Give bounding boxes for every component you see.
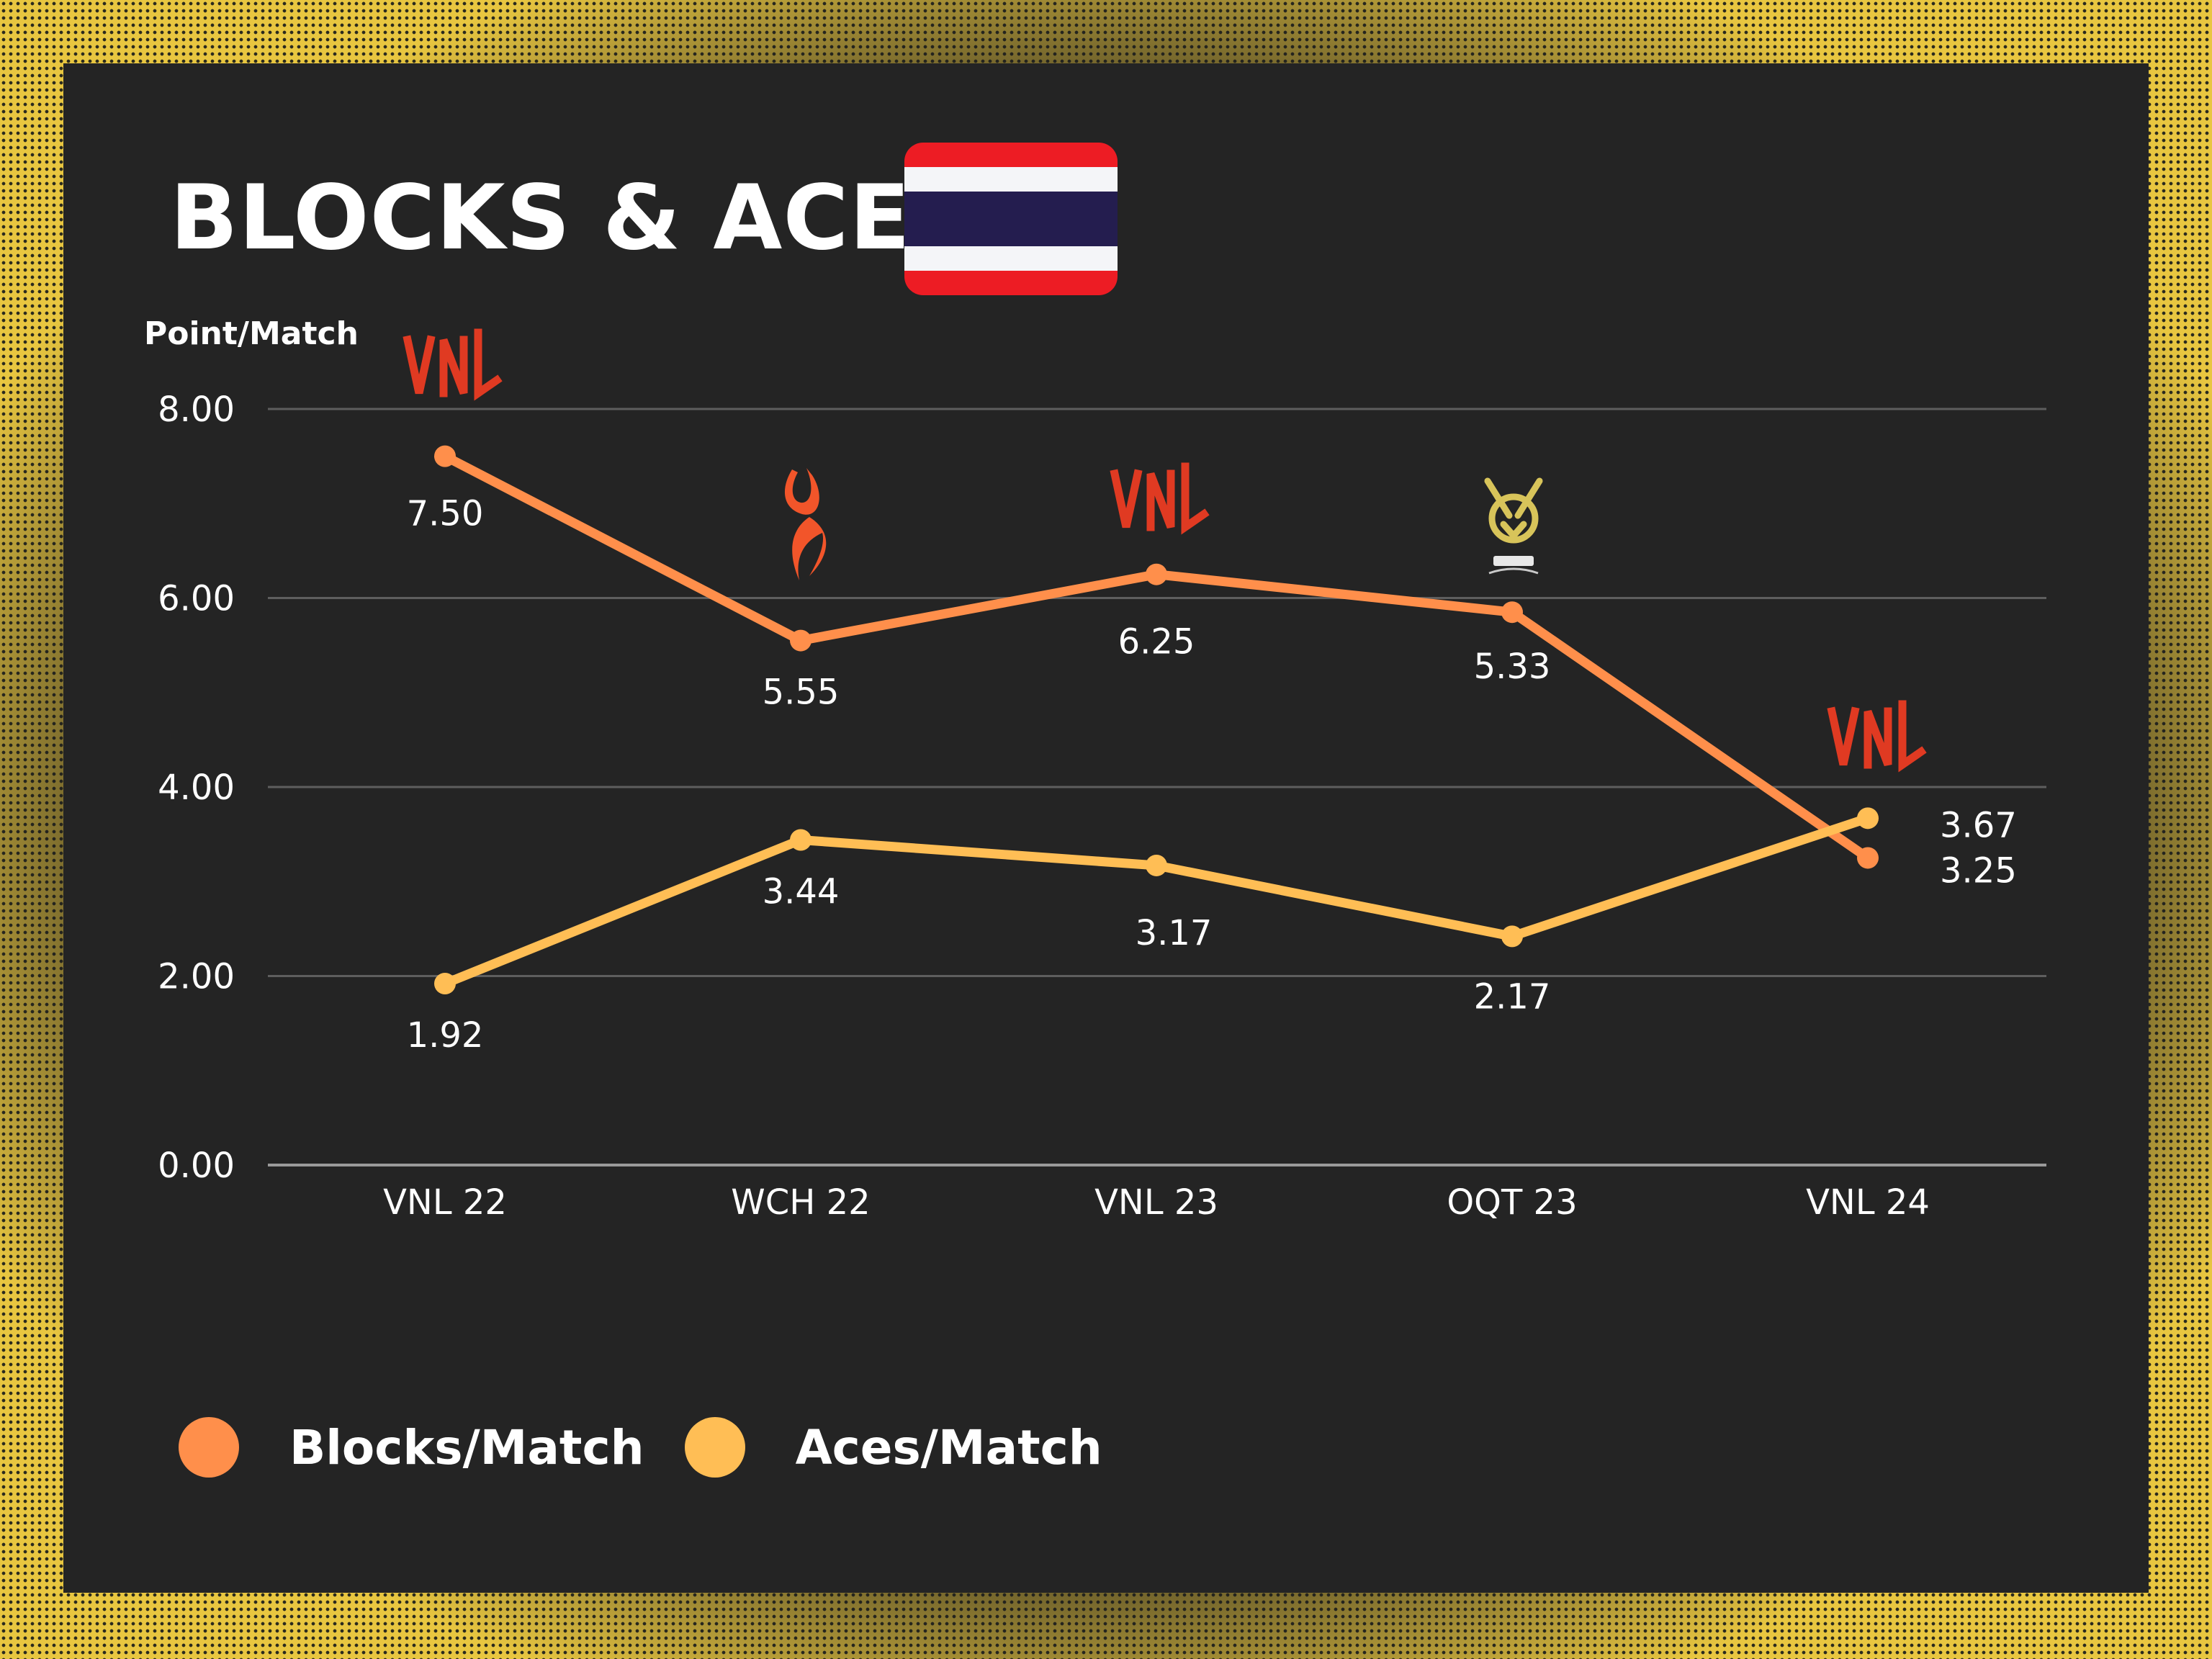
legend-swatch-blocks — [179, 1417, 239, 1478]
data-point — [1501, 925, 1523, 948]
data-point — [434, 445, 456, 467]
data-point — [1857, 847, 1879, 869]
series-points — [434, 445, 1879, 994]
y-tick-label: 6.00 — [158, 579, 235, 619]
data-point — [1146, 563, 1167, 585]
series-line-1 — [440, 813, 1873, 989]
x-tick-label: VNL 24 — [1806, 1182, 1930, 1223]
vnl-logo — [403, 328, 503, 401]
legend-label-blocks: Blocks/Match — [289, 1419, 644, 1475]
legend-label-aces: Aces/Match — [795, 1419, 1102, 1475]
vnl-logo — [1110, 462, 1210, 535]
series-lines — [440, 451, 1873, 989]
flag-stripe-red-bottom — [904, 271, 1118, 295]
grid-lines — [268, 408, 2046, 1166]
data-point — [1146, 854, 1167, 876]
x-tick-label: WCH 22 — [731, 1182, 870, 1223]
y-tick-label: 0.00 — [158, 1146, 235, 1186]
data-label: 3.17 — [1136, 913, 1213, 953]
data-label: 3.25 — [1940, 850, 2017, 891]
vnl-logo — [1827, 700, 1927, 773]
y-tick-label: 2.00 — [158, 957, 235, 997]
thailand-flag — [904, 143, 1118, 295]
world-championship-logo — [784, 468, 827, 580]
data-label: 3.44 — [763, 872, 840, 912]
y-tick-label: 8.00 — [158, 390, 235, 430]
data-labels: 7.50 5.55 6.25 5.33 3.25 1.92 3.44 3.17 2.17 3.67 — [407, 494, 2017, 1056]
x-tick-labels: VNL 22 WCH 22 VNL 23 OQT 23 VNL 24 — [383, 1182, 1930, 1223]
x-tick-label: VNL 23 — [1094, 1182, 1218, 1223]
data-label: 6.25 — [1118, 622, 1195, 662]
data-label: 1.92 — [407, 1015, 484, 1056]
data-label: 2.17 — [1474, 976, 1551, 1017]
page-title: BLOCKS & ACES — [170, 166, 976, 270]
flag-stripe-white-bottom — [904, 246, 1118, 271]
flag-stripe-red-top — [904, 143, 1118, 167]
x-tick-label: OQT 23 — [1447, 1182, 1577, 1223]
data-label: 5.55 — [763, 673, 840, 713]
flag-stripe-blue — [904, 192, 1118, 246]
data-point — [1857, 807, 1879, 830]
data-point — [790, 829, 811, 851]
x-tick-label: VNL 22 — [383, 1182, 507, 1223]
y-tick-labels: 0.00 2.00 4.00 6.00 8.00 — [158, 390, 235, 1186]
data-label: 3.67 — [1940, 805, 2017, 845]
legend-swatch-aces — [684, 1417, 745, 1478]
flag-stripe-white-top — [904, 167, 1118, 192]
y-tick-label: 4.00 — [158, 768, 235, 808]
chart-panel — [63, 63, 2149, 1593]
fivb-olympic-qualification-logo — [1484, 477, 1543, 575]
y-axis-label: Point/Match — [144, 315, 359, 352]
event-logos — [403, 328, 1927, 773]
data-label: 5.33 — [1474, 647, 1551, 687]
data-label: 7.50 — [407, 494, 484, 534]
legend: Blocks/Match Aces/Match — [179, 1411, 1143, 1483]
data-point — [790, 629, 811, 652]
data-point — [434, 973, 456, 994]
data-point — [1501, 601, 1523, 624]
